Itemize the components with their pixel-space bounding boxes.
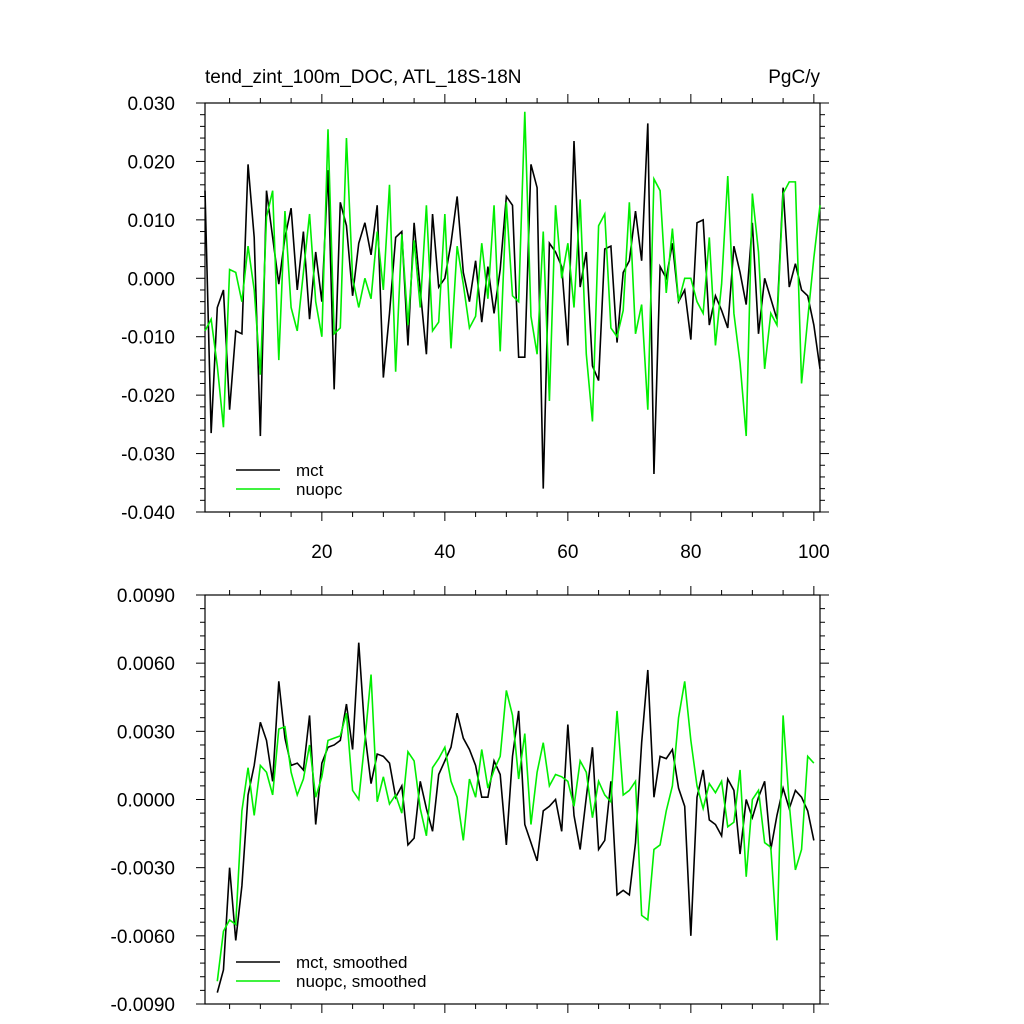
y-tick-label: -0.020 [121, 386, 175, 407]
y-tick-label: 0.000 [127, 269, 175, 290]
top-series [204, 111, 821, 489]
y-tick-label: 0.030 [127, 94, 175, 115]
y-tick-label: -0.0060 [111, 927, 175, 948]
y-tick-label: 0.0060 [117, 654, 175, 675]
top-series-nuopc [204, 111, 821, 437]
x-tick-label: 20 [311, 542, 332, 563]
y-tick-label: -0.010 [121, 328, 175, 349]
y-tick-label: -0.030 [121, 445, 175, 466]
y-tick-label: 0.020 [127, 152, 175, 173]
top-plot-frame [204, 102, 821, 513]
legend-label-mct-smoothed: mct, smoothed [296, 953, 408, 972]
legend-label-nuopc-smoothed: nuopc, smoothed [296, 972, 426, 991]
y-tick-label: 0.0000 [117, 791, 175, 812]
legend-label-mct: mct [296, 461, 324, 480]
y-tick-label: -0.0090 [111, 995, 175, 1016]
top-legend: mct nuopc [236, 461, 343, 499]
y-tick-label: 0.0090 [117, 586, 175, 607]
y-tick-label: 0.0030 [117, 722, 175, 743]
x-tick-label: 40 [434, 542, 455, 563]
bottom-series [216, 642, 815, 993]
top-series-mct [204, 123, 821, 489]
chart-units: PgC/y [768, 67, 820, 88]
x-tick-label: 80 [680, 542, 701, 563]
legend-label-nuopc: nuopc [296, 480, 343, 499]
bottom-legend: mct, smoothed nuopc, smoothed [236, 953, 426, 991]
x-tick-label: 60 [557, 542, 578, 563]
y-tick-label: -0.040 [121, 503, 175, 524]
top-panel: tend_zint_100m_DOC, ATL_18S-18N PgC/y 0.… [121, 67, 830, 563]
chart-title: tend_zint_100m_DOC, ATL_18S-18N [205, 67, 522, 88]
bottom-series-mct-smoothed [216, 642, 815, 993]
bottom-series-nuopc-smoothed [216, 674, 815, 982]
bottom-ticks: 0.0090 0.0060 0.0030 0.0000 -0.0030 -0.0060 -0… [111, 586, 829, 1016]
top-ticks: 0.030 0.020 0.010 0.000 -0.010 -0.020 -0.030 -0… [121, 94, 830, 563]
bottom-panel: 0.0090 0.0060 0.0030 0.0000 -0.0030 -0.0060 -0… [111, 586, 829, 1016]
y-tick-label: 0.010 [127, 211, 175, 232]
y-tick-label: -0.0030 [111, 859, 175, 880]
bottom-plot-frame [204, 594, 821, 1005]
x-tick-label: 100 [798, 542, 830, 563]
